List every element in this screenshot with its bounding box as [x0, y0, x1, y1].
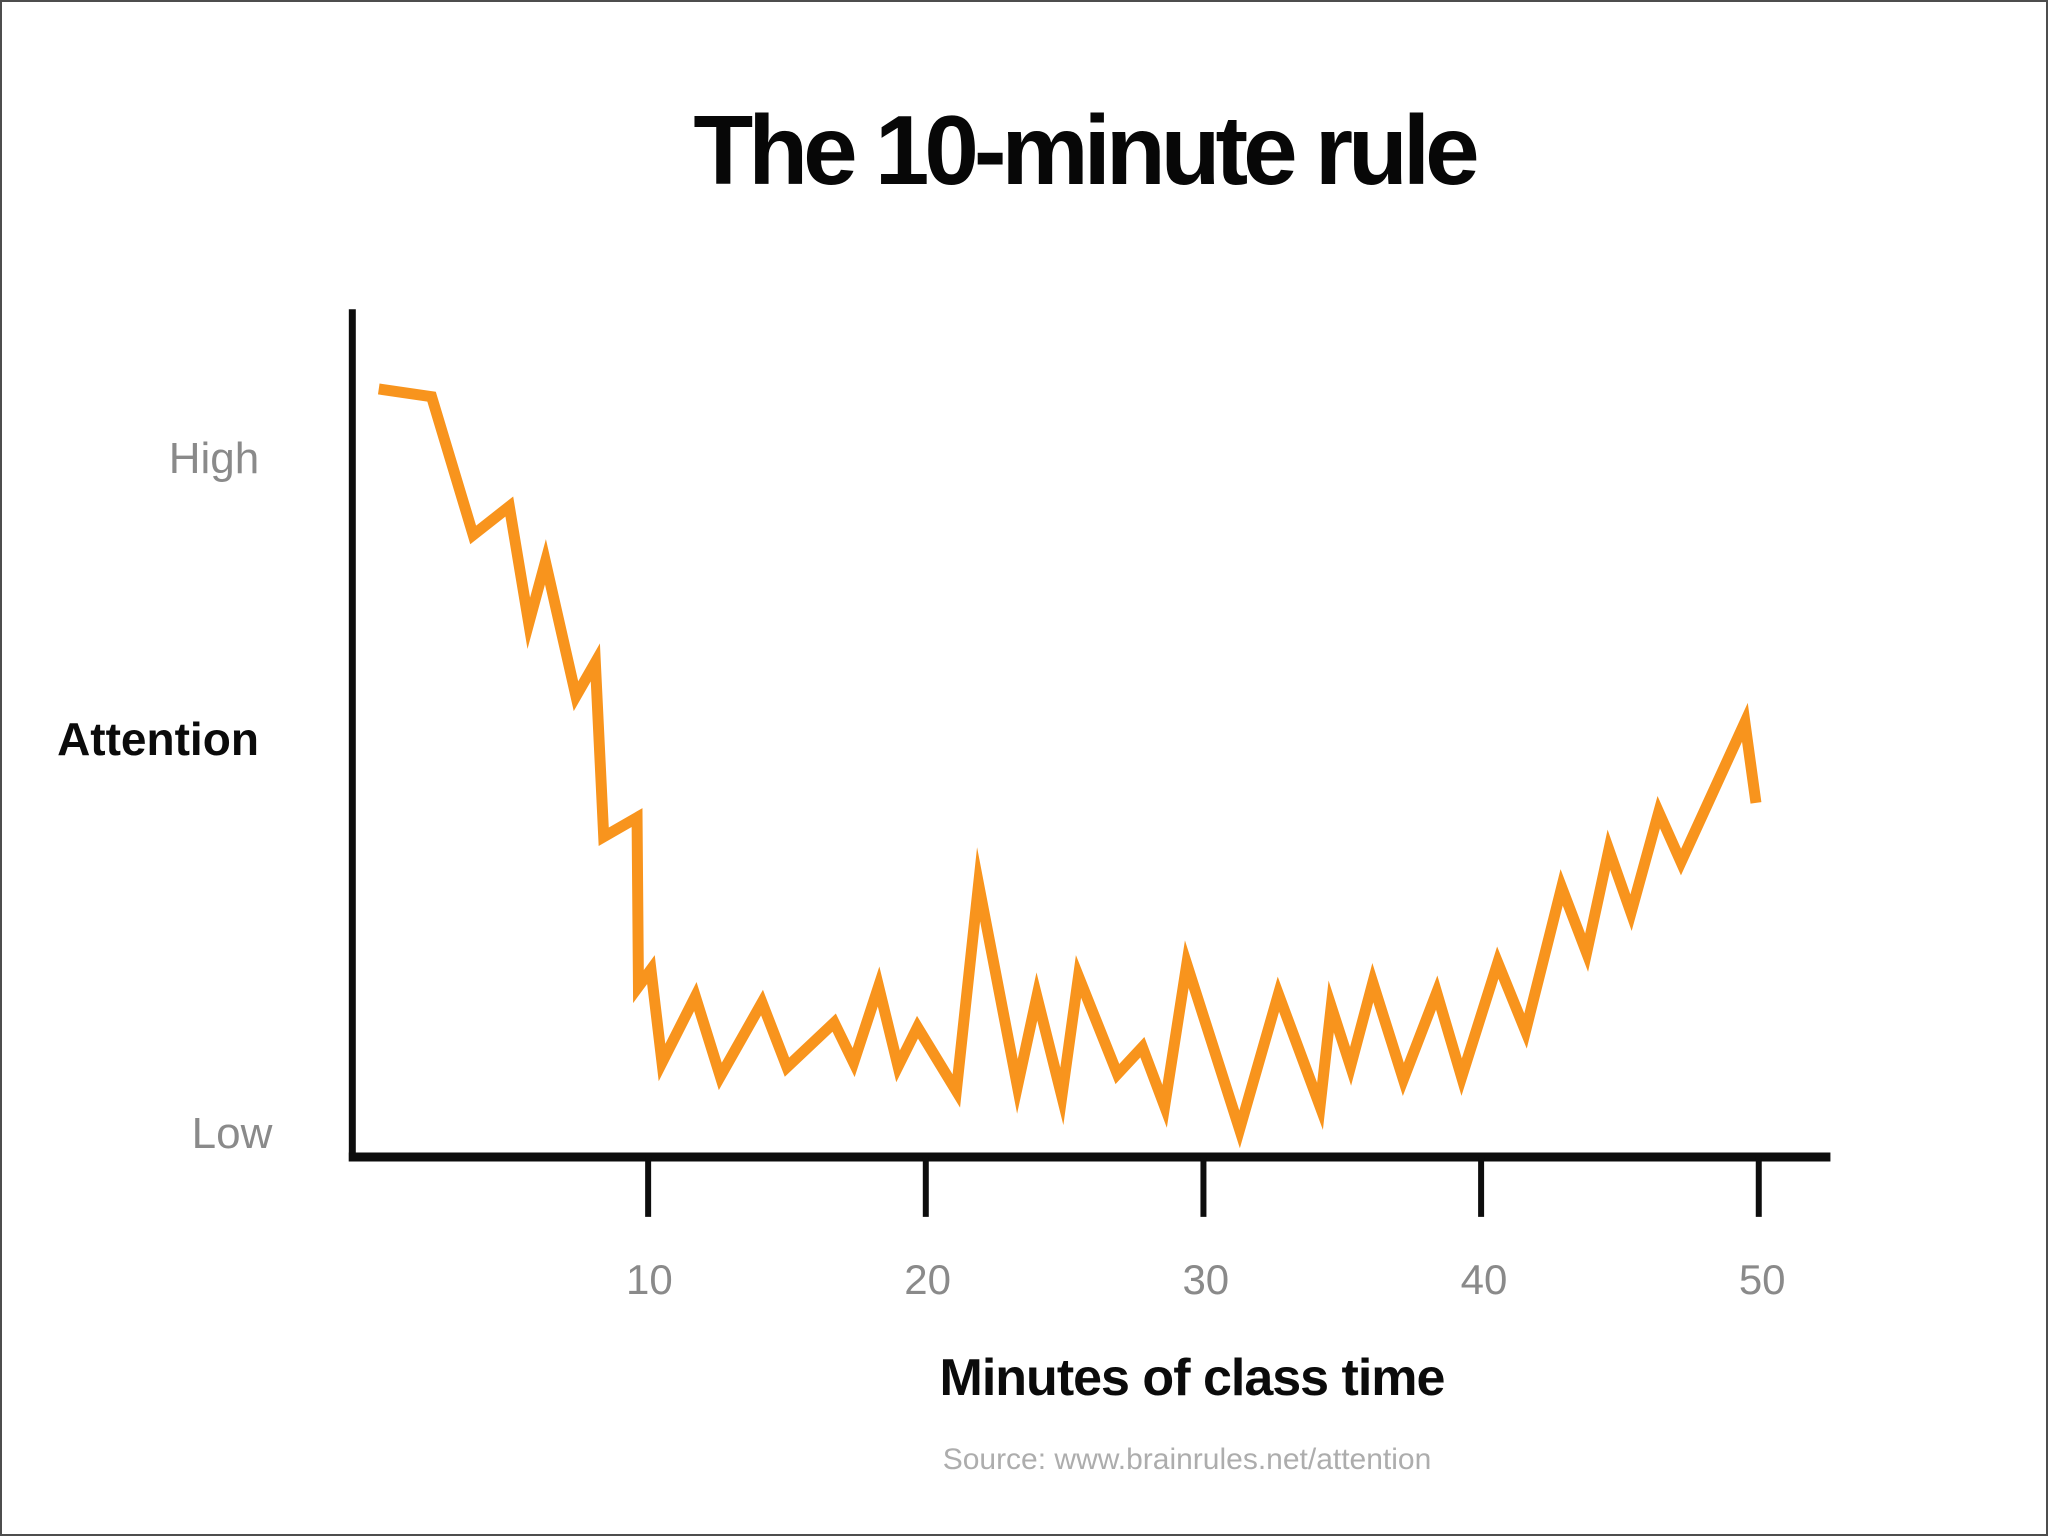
x-tick-label: 20: [904, 1256, 951, 1303]
x-axis-title: Minutes of class time: [939, 1349, 1446, 1407]
x-tick-label: 50: [1738, 1256, 1786, 1303]
x-tick-label: 10: [626, 1256, 673, 1303]
page-title: The 10-minute rule: [693, 95, 1479, 205]
source-credit: Source: www.brainrules.net/attention: [942, 1443, 1432, 1476]
y-axis-high-label: High: [168, 434, 260, 483]
y-axis-low-label: Low: [191, 1109, 273, 1158]
y-axis-title: Attention: [57, 713, 259, 765]
x-tick-label: 40: [1460, 1256, 1508, 1303]
x-tick-label: 30: [1182, 1256, 1230, 1303]
attention-line: [377, 383, 1762, 1149]
